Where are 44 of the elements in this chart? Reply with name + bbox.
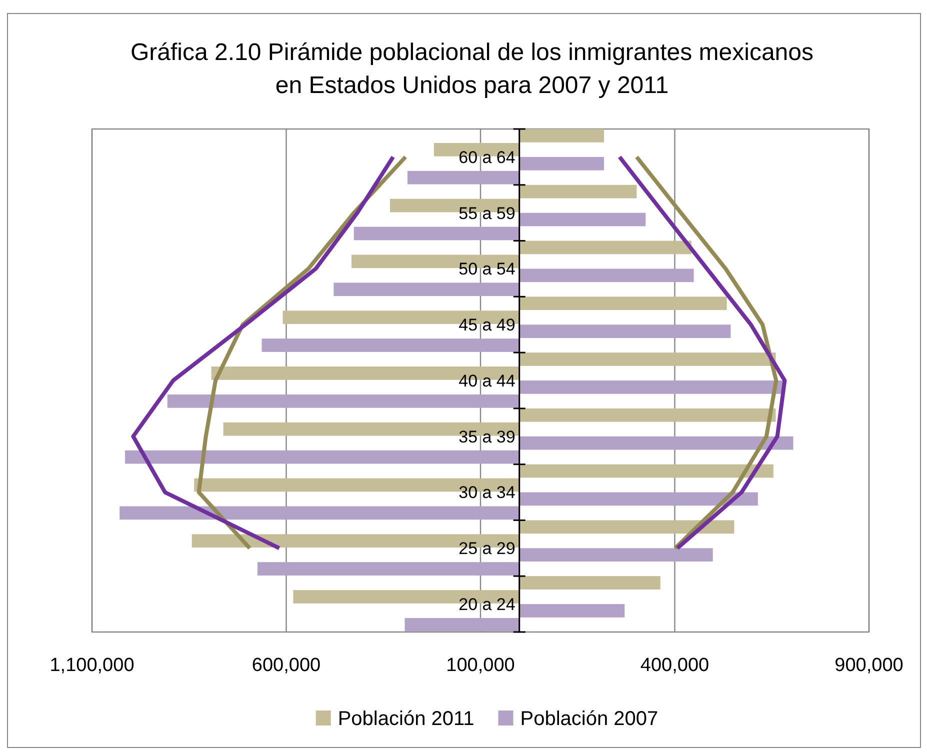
bar	[519, 212, 646, 226]
bar	[354, 226, 520, 240]
y-tick-label: 35 a 39	[458, 427, 516, 446]
y-tick-label: 40 a 44	[458, 371, 516, 390]
bar	[519, 184, 637, 198]
bar	[407, 170, 520, 184]
x-tick-label: 100,000	[446, 655, 515, 676]
y-tick-label: 30 a 34	[458, 483, 516, 502]
bar	[519, 548, 713, 562]
x-tick-label: 900,000	[834, 655, 904, 676]
bar	[519, 492, 758, 506]
x-tick-label: 600,000	[252, 655, 321, 676]
bar	[519, 464, 774, 478]
bar	[519, 520, 734, 534]
bar	[262, 338, 520, 352]
y-tick-label: 20 a 24	[458, 595, 516, 614]
bar	[519, 156, 604, 170]
bar	[519, 352, 776, 366]
legend-label: Población 2011	[338, 708, 474, 730]
bar	[519, 296, 727, 310]
y-tick-label: 25 a 29	[458, 539, 516, 558]
y-tick-label: 50 a 54	[458, 260, 516, 279]
x-tick-label: 1,100,000	[50, 655, 134, 676]
bar	[519, 129, 604, 142]
bar	[519, 576, 660, 590]
y-tick-label: 60 a 64	[458, 148, 516, 167]
x-tick-label: 400,000	[640, 655, 710, 676]
y-tick-label: 45 a 49	[458, 316, 516, 335]
bar	[519, 436, 794, 450]
bar	[519, 604, 625, 618]
legend-label: Población 2007	[520, 708, 658, 730]
bar	[519, 240, 692, 254]
bar	[519, 324, 731, 338]
bar	[519, 380, 784, 394]
chart-title: Gráfica 2.10 Pirámide poblacional de los inmigrantes mexicanos en Estados Unidos para 2007 y 2011	[130, 39, 814, 99]
bar	[404, 618, 520, 632]
y-tick-label: 55 a 59	[458, 204, 516, 223]
bar	[519, 408, 776, 422]
bar	[519, 268, 694, 282]
bar	[167, 394, 520, 408]
bar	[125, 450, 520, 464]
bar	[120, 506, 520, 520]
bar	[258, 562, 520, 576]
bar	[334, 282, 520, 296]
